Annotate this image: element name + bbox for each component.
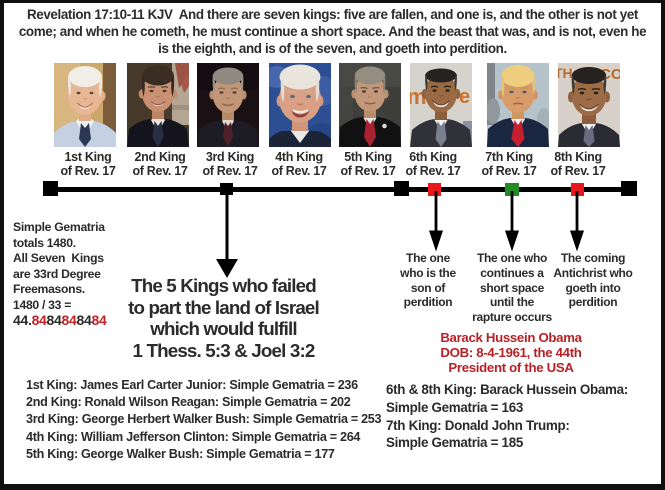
svg-text:TH: TH [558, 65, 573, 81]
svg-text:m: m [410, 84, 427, 109]
svg-text:e: e [459, 86, 470, 108]
